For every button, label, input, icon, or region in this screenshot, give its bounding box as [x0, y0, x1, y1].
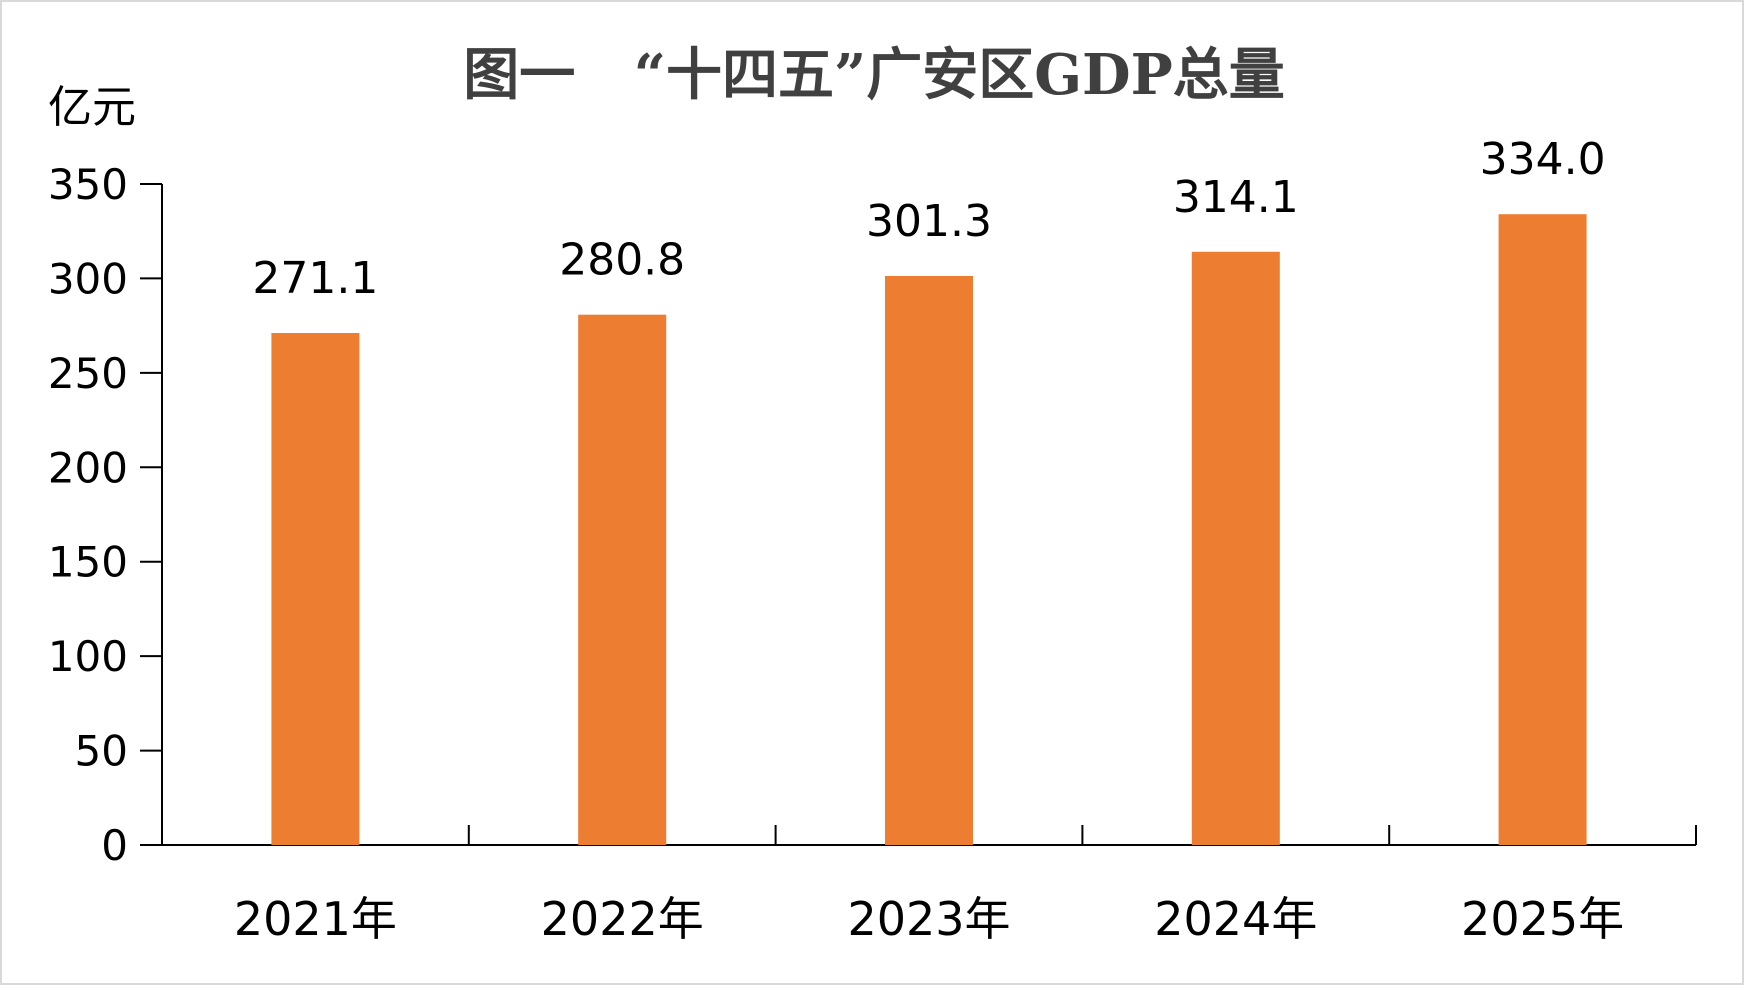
y-tick-label: 350: [48, 160, 128, 209]
y-tick-label: 250: [48, 349, 128, 398]
y-tick-label: 200: [48, 443, 128, 492]
x-tick-label: 2022年: [541, 892, 704, 946]
x-tick-label: 2025年: [1461, 892, 1624, 946]
y-tick-label: 150: [48, 538, 128, 587]
chart-title: 图一 “十四五”广安区GDP总量: [463, 42, 1284, 108]
y-tick-label: 100: [48, 632, 128, 681]
data-label: 271.1: [252, 253, 378, 304]
data-label: 301.3: [866, 196, 992, 247]
data-label: 314.1: [1173, 172, 1299, 223]
x-tick-label: 2024年: [1154, 892, 1317, 946]
x-tick-label: 2023年: [847, 892, 1010, 946]
x-tick-label: 2021年: [234, 892, 397, 946]
y-tick-label: 50: [75, 727, 128, 776]
bar: [578, 314, 667, 845]
plot-area: 0 50 100 150 200 250 300 350 271.1 2021年 280.8 2022…: [48, 134, 1697, 946]
y-tick-label: 300: [48, 254, 128, 303]
y-axis-unit-label: 亿元: [48, 82, 136, 133]
data-label: 334.0: [1480, 134, 1606, 185]
bar: [1191, 251, 1280, 846]
y-tick-label: 0: [101, 821, 128, 870]
bar: [271, 333, 360, 845]
bar: [885, 275, 973, 846]
bar: [1498, 214, 1587, 845]
data-label: 280.8: [559, 235, 685, 286]
